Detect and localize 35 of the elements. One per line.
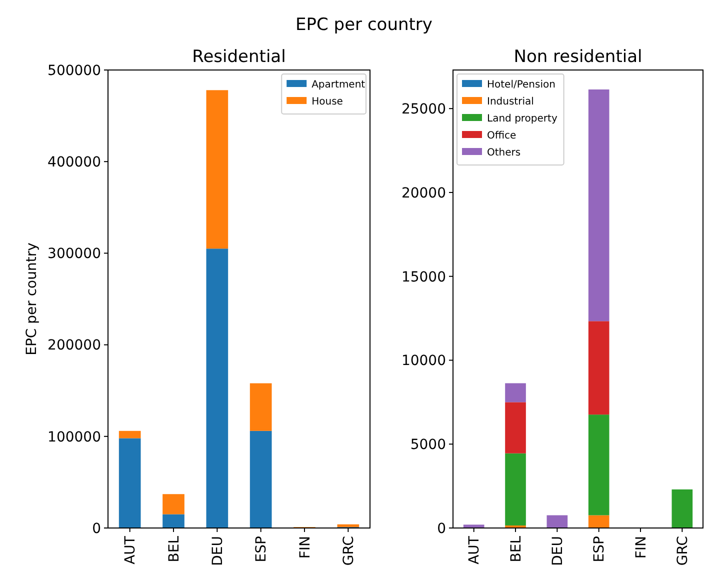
x-tick-label: AUT bbox=[466, 536, 483, 564]
legend-label: Industrial bbox=[487, 96, 534, 108]
x-tick-label: GRC bbox=[675, 536, 692, 566]
legend-label: Apartment bbox=[312, 80, 366, 90]
y-tick-label: 0 bbox=[92, 520, 101, 537]
x-tick-label: AUT bbox=[122, 536, 139, 564]
y-tick-label: 5000 bbox=[410, 437, 446, 454]
y-tick-label: 300000 bbox=[48, 246, 101, 262]
y-tick-label: 200000 bbox=[48, 338, 101, 354]
y-tick-label: 25000 bbox=[401, 101, 446, 118]
x-tick-label: DEU bbox=[550, 536, 566, 566]
x-tick-label: BEL bbox=[166, 536, 182, 562]
legend-label: Others bbox=[487, 148, 521, 158]
x-tick-label: DEU bbox=[210, 536, 226, 566]
text: EPC per country bbox=[296, 15, 432, 35]
y-axis-title: EPC per country bbox=[24, 242, 40, 356]
x-tick-label: FIN bbox=[633, 536, 650, 559]
legend-label: House bbox=[312, 96, 343, 108]
x-tick-label: ESP bbox=[592, 536, 608, 562]
legend-label: Office bbox=[487, 130, 516, 142]
y-tick-label: 100000 bbox=[48, 429, 101, 446]
legend-label: Land property bbox=[487, 114, 558, 124]
x-tick-label: GRC bbox=[341, 536, 358, 566]
y-tick-label: 400000 bbox=[48, 154, 101, 170]
chart-title: Non residential bbox=[514, 47, 642, 67]
y-tick-label: 0 bbox=[437, 520, 446, 537]
y-tick-label: 500000 bbox=[48, 62, 101, 79]
y-tick-label: 20000 bbox=[401, 185, 446, 202]
x-tick-label: ESP bbox=[254, 536, 270, 562]
y-tick-label: 15000 bbox=[401, 269, 446, 286]
x-tick-label: BEL bbox=[508, 536, 524, 562]
y-tick-label: 10000 bbox=[401, 353, 446, 370]
x-tick-label: FIN bbox=[297, 536, 314, 559]
chart-title: Residential bbox=[192, 47, 286, 67]
legend-label: Hotel/Pension bbox=[487, 80, 556, 90]
